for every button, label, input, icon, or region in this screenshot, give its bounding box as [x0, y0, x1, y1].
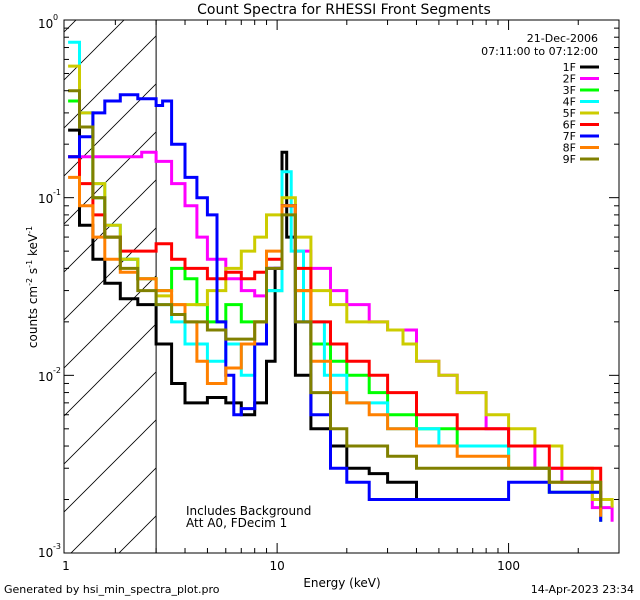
y-tick-exp: -1: [53, 188, 61, 197]
x-tick-label-10: 10: [269, 559, 284, 573]
series-line-9f: [68, 89, 603, 508]
y-tick-base: 10: [38, 370, 53, 384]
y-tick-label-1e0: 10 0: [38, 13, 58, 31]
y-tick-base: 10: [38, 17, 53, 31]
legend-label-7f: 7F: [563, 130, 576, 143]
y-axis-label: counts cm-2 s-1 keV-1: [25, 226, 40, 348]
series-line-7f: [68, 93, 603, 522]
legend-label-1f: 1F: [563, 61, 576, 74]
y-label-sup: -1: [25, 260, 34, 268]
legend-label-6f: 6F: [563, 119, 576, 132]
y-label-sup: -1: [25, 226, 34, 234]
legend-label-3f: 3F: [563, 84, 576, 97]
y-label-part: keV: [26, 233, 40, 260]
x-tick-label-100: 100: [497, 559, 520, 573]
time-range-text: 07:11:00 to 07:12:00: [481, 45, 598, 58]
footer-timestamp: 14-Apr-2023 23:34: [530, 583, 634, 596]
legend-label-4f: 4F: [563, 96, 576, 109]
legend-label-5f: 5F: [563, 107, 576, 120]
legend-label-9f: 9F: [563, 153, 576, 166]
y-tick-label-1e-1: 10 -1: [38, 188, 61, 206]
y-tick-base: 10: [38, 192, 53, 206]
y-tick-base: 10: [38, 546, 53, 560]
y-label-sup: -2: [25, 278, 34, 286]
legend-label-2f: 2F: [563, 73, 576, 86]
date-text: 21-Dec-2006: [527, 32, 598, 45]
y-tick-exp: -3: [53, 542, 61, 551]
x-tick-label-1: 1: [62, 559, 70, 573]
y-tick-label-1e-2: 10 -2: [38, 366, 61, 384]
chart-title: Count Spectra for RHESSI Front Segments: [197, 2, 491, 18]
series-line-1f: [68, 128, 418, 500]
y-tick-label-1e-3: 10 -3: [38, 542, 61, 560]
legend-label-8f: 8F: [563, 142, 576, 155]
series-group: [68, 40, 614, 522]
plot-frame: [63, 19, 620, 554]
y-tick-exp: -2: [53, 366, 61, 375]
y-label-part: counts cm: [26, 286, 40, 348]
annotation-background: Includes Background: [186, 504, 311, 518]
axis-ticks: [64, 19, 620, 554]
x-axis-label: Energy (keV): [303, 576, 380, 590]
footer-generated: Generated by hsi_min_spectra_plot.pro: [4, 583, 220, 596]
y-label-part: s: [26, 268, 40, 278]
y-tick-exp: 0: [53, 13, 58, 22]
annotation-attenuator: Att A0, FDecim 1: [186, 516, 287, 530]
